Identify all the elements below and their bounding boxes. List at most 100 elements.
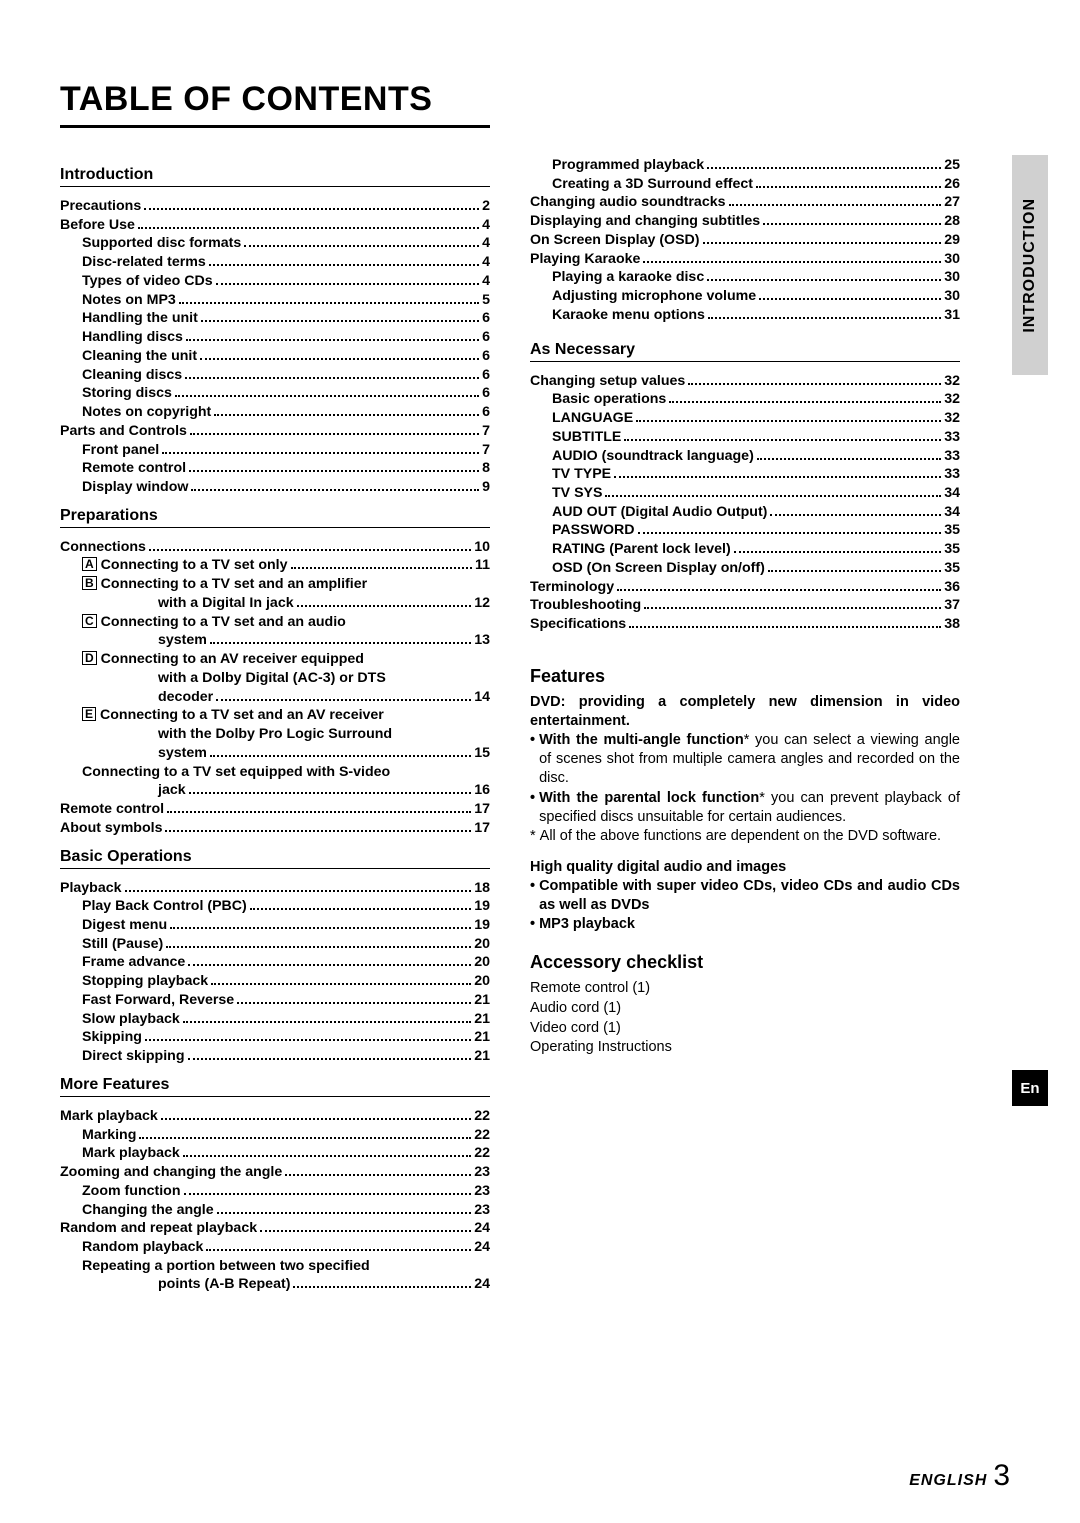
footer-page-number: 3 xyxy=(993,1459,1010,1493)
toc-label: Stopping playback xyxy=(82,972,208,991)
toc-page: 17 xyxy=(474,800,490,819)
toc-label: Marking xyxy=(82,1126,136,1145)
toc-row: AConnecting to a TV set only11 xyxy=(60,556,490,575)
toc-label: Fast Forward, Reverse xyxy=(82,991,234,1010)
toc-page: 23 xyxy=(474,1163,490,1182)
toc-label: PASSWORD xyxy=(552,521,635,540)
toc-row: system15 xyxy=(60,744,490,763)
toc-label-text: Connecting to a TV set and an audio xyxy=(101,614,346,630)
toc-page: 21 xyxy=(474,1010,490,1029)
toc-page: 34 xyxy=(944,484,960,503)
toc-label: Direct skipping xyxy=(82,1047,185,1066)
toc-dots xyxy=(165,830,471,832)
toc-label: Parts and Controls xyxy=(60,422,187,441)
toc-label: On Screen Display (OSD) xyxy=(530,231,700,250)
left-column: IntroductionPrecautions2Before Use4Suppo… xyxy=(60,156,490,1294)
section-heading: Basic Operations xyxy=(60,848,490,869)
toc-page: 23 xyxy=(474,1182,490,1201)
toc-row: PASSWORD 35 xyxy=(530,521,960,540)
toc-dots xyxy=(144,208,479,210)
toc-label: About symbols xyxy=(60,819,162,838)
toc-label-text: Disc-related terms xyxy=(82,254,206,270)
toc-row: Changing the angle 23 xyxy=(60,1201,490,1220)
features-heading: Features xyxy=(530,666,960,687)
toc-row: jack16 xyxy=(60,781,490,800)
toc-dots xyxy=(703,242,942,244)
toc-row: Zoom function 23 xyxy=(60,1182,490,1201)
toc-label-text: Adjusting microphone volume xyxy=(552,288,756,304)
toc-label: Cleaning discs xyxy=(82,366,182,385)
toc-dots xyxy=(206,1249,471,1251)
toc-page: 24 xyxy=(474,1275,490,1294)
toc-label: Disc-related terms xyxy=(82,253,206,272)
toc-page: 23 xyxy=(474,1201,490,1220)
toc-dots xyxy=(216,283,480,285)
toc-dots xyxy=(190,433,479,435)
toc-label-text: Before Use xyxy=(60,217,135,233)
toc-label: Changing the angle xyxy=(82,1201,214,1220)
box-letter-icon: D xyxy=(82,651,97,665)
toc-row: Changing setup values32 xyxy=(530,372,960,391)
toc-label-text: Supported disc formats xyxy=(82,235,241,251)
bullet-icon: • xyxy=(530,915,535,934)
toc-label-text: Cleaning discs xyxy=(82,367,182,383)
toc-label-text: Cleaning the unit xyxy=(82,348,197,364)
toc-page: 24 xyxy=(474,1238,490,1257)
toc-row: Remote control17 xyxy=(60,800,490,819)
toc-label-text: OSD (On Screen Display on/off) xyxy=(552,560,765,576)
toc-label-text: Handling the unit xyxy=(82,310,198,326)
hq-bullet: •Compatible with super video CDs, video … xyxy=(530,877,960,915)
toc-label-text: with a Digital In jack xyxy=(158,595,294,611)
toc-label: Changing setup values xyxy=(530,372,685,391)
toc-row: Specifications38 xyxy=(530,615,960,634)
toc-dots xyxy=(759,298,941,300)
toc-label: Still (Pause) xyxy=(82,935,163,954)
toc-page: 21 xyxy=(474,991,490,1010)
toc-row: DConnecting to an AV receiver equipped xyxy=(60,650,490,669)
toc-label: Repeating a portion between two specifie… xyxy=(82,1257,370,1276)
toc-dots xyxy=(756,186,941,188)
toc-row: On Screen Display (OSD) 29 xyxy=(530,231,960,250)
toc-label-text: AUDIO (soundtrack language) xyxy=(552,448,754,464)
toc-row: Displaying and changing subtitles28 xyxy=(530,212,960,231)
toc-page: 35 xyxy=(944,521,960,540)
toc-page: 30 xyxy=(944,268,960,287)
toc-page: 19 xyxy=(474,916,490,935)
toc-page: 35 xyxy=(944,540,960,559)
toc-row: Notes on copyright6 xyxy=(60,403,490,422)
toc-dots xyxy=(644,607,941,609)
toc-page: 19 xyxy=(474,897,490,916)
toc-label: Creating a 3D Surround effect xyxy=(552,175,753,194)
toc-label: Programmed playback xyxy=(552,156,704,175)
toc-label: Digest menu xyxy=(82,916,167,935)
toc-label-text: TV TYPE xyxy=(552,466,611,482)
toc-dots xyxy=(162,452,479,454)
toc-dots xyxy=(189,792,472,794)
side-tab-introduction: INTRODUCTION xyxy=(1012,155,1048,375)
toc-label: Adjusting microphone volume xyxy=(552,287,756,306)
toc-label-text: SUBTITLE xyxy=(552,429,621,445)
toc-dots xyxy=(149,549,471,551)
toc-page: 15 xyxy=(474,744,490,763)
toc-dots xyxy=(291,567,473,569)
features-star-note: *All of the above functions are dependen… xyxy=(530,827,960,846)
toc-dots xyxy=(260,1230,471,1232)
toc-label-text: points (A-B Repeat) xyxy=(158,1276,290,1292)
toc-row: TV SYS34 xyxy=(530,484,960,503)
toc-row: Marking22 xyxy=(60,1126,490,1145)
toc-page: 29 xyxy=(944,231,960,250)
toc-label: Zoom function xyxy=(82,1182,181,1201)
toc-row: Stopping playback20 xyxy=(60,972,490,991)
toc-label-text: Random and repeat playback xyxy=(60,1220,257,1236)
toc-label-text: Changing the angle xyxy=(82,1202,214,1218)
toc-page: 32 xyxy=(944,390,960,409)
toc-page: 4 xyxy=(482,216,490,235)
hq-bullet-text: MP3 playback xyxy=(539,915,635,934)
toc-label: Basic operations xyxy=(552,390,666,409)
section-heading: As Necessary xyxy=(530,341,960,362)
toc-label-text: Connecting to a TV set equipped with S-v… xyxy=(82,764,390,780)
toc-label-text: Troubleshooting xyxy=(530,597,641,613)
toc-page: 33 xyxy=(944,428,960,447)
toc-row: Remote control8 xyxy=(60,459,490,478)
toc-page: 27 xyxy=(944,193,960,212)
